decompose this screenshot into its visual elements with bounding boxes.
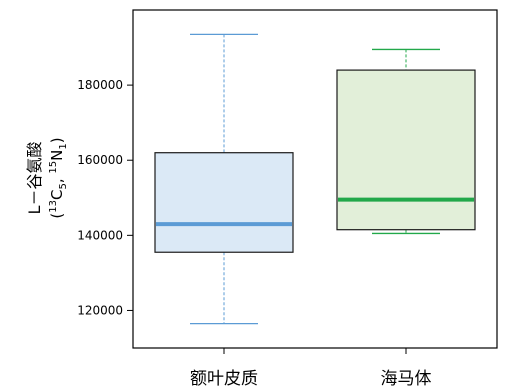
box-iqr — [154, 152, 294, 253]
box-iqr — [336, 69, 476, 231]
box-1 — [154, 33, 294, 325]
y-tick-label: 120000 — [77, 303, 123, 317]
y-axis-title-c: C — [48, 190, 66, 200]
y-axis-title-close: ) — [48, 137, 66, 143]
y-axis-title-n: N — [48, 150, 66, 161]
x-category-label: 海马体 — [381, 369, 432, 389]
y-tick-label: 140000 — [77, 228, 123, 242]
y-axis-title-open: ( — [48, 213, 66, 219]
y-axis-title-line2: (13C5, 15N1) — [48, 137, 69, 218]
y-axis-title-line1: L－谷氨酸 — [25, 142, 44, 215]
y-axis-title-comma: , — [48, 174, 66, 184]
y-axis-title-c-isotope: 13 — [48, 200, 59, 213]
y-axis-title-c-count: 5 — [58, 183, 69, 189]
y-axis-title: L－谷氨酸 (13C5, 15N1) — [25, 137, 69, 218]
y-tick-label: 180000 — [77, 78, 123, 92]
y-axis-title-n-isotope: 15 — [48, 161, 59, 174]
y-axis-title-n-count: 1 — [58, 143, 69, 149]
x-category-label: 额叶皮质 — [190, 369, 258, 389]
box-2 — [336, 48, 476, 235]
y-tick-label: 160000 — [77, 153, 123, 167]
plot-area-frame — [132, 9, 498, 349]
